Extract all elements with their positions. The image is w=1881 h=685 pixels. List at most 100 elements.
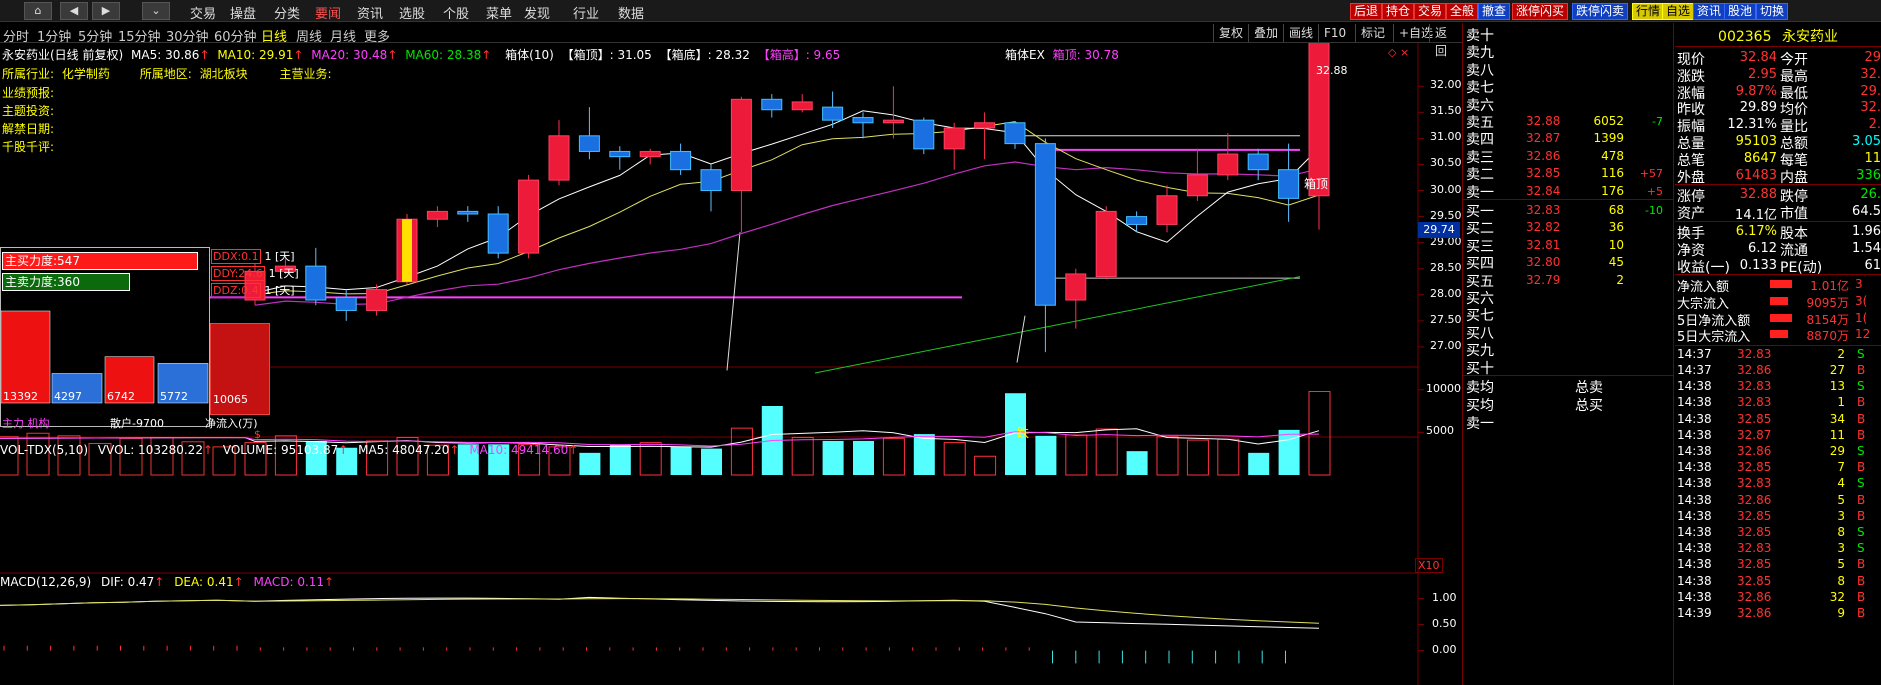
order-book-volume: 1399 [1593,131,1624,146]
quote-label: 换手 [1677,226,1705,242]
chart-button[interactable]: F10 [1318,24,1351,42]
candle[interactable] [244,263,266,306]
period-tab[interactable]: 分时 [3,30,30,45]
ddx-values: DDX:0.1 1 [天] DDY:24.6 1 [天] DDZ:0.4 1 [… [211,248,299,299]
chart-close-icons[interactable]: ◇ × [1388,46,1410,59]
box-indicator-label: 箱体(10) [505,48,554,62]
chart-button[interactable]: 返回 [1429,24,1462,58]
menu-item[interactable]: 交易 [190,7,217,22]
candle[interactable] [548,120,570,186]
volume-bar [913,434,935,475]
candle[interactable] [822,91,844,128]
menu-item[interactable]: 分类 [274,7,301,22]
menu-item[interactable]: 菜单 [486,7,513,22]
period-tab[interactable]: 月线 [330,30,357,45]
candle[interactable] [457,206,479,222]
candle[interactable] [518,174,540,259]
candle[interactable] [791,94,813,113]
toolbar-button[interactable]: 切换 [1756,3,1789,20]
candle[interactable] [578,107,600,160]
volume-axis-label: 5000 [1426,424,1454,438]
back-arrow-icon[interactable]: ◀ [60,2,88,20]
home-icon[interactable]: ⌂ [24,2,52,20]
candle[interactable] [426,206,448,228]
period-tab[interactable]: 5分钟 [78,30,113,45]
toolbar-button[interactable]: 跌停闪卖 [1572,3,1629,20]
candle[interactable] [1065,268,1087,329]
ddx-day: 1 [天] [264,250,295,263]
candle[interactable] [882,86,904,139]
toolbar-button[interactable]: 后退 [1350,3,1383,20]
candle[interactable] [305,247,327,306]
menu-item[interactable]: 资讯 [357,7,384,22]
candle[interactable] [943,122,965,170]
period-tab[interactable]: 周线 [296,30,323,45]
kline-chart[interactable] [0,43,1462,685]
period-tab[interactable]: 30分钟 [166,30,209,45]
toolbar-button[interactable]: 涨停闪买 [1512,3,1569,20]
forward-arrow-icon[interactable]: ▶ [92,2,120,20]
order-book-level-label: 买八 [1466,325,1494,342]
toolbar-button[interactable]: 自选 [1662,3,1695,20]
period-tab[interactable]: 15分钟 [118,30,161,45]
order-book-price: 32.83 [1526,203,1561,217]
candle[interactable] [670,143,692,175]
chart-button[interactable]: 复权 [1213,24,1248,42]
candle[interactable] [761,94,783,118]
candle[interactable] [1004,122,1026,149]
candle[interactable] [1308,43,1330,230]
period-tab[interactable]: 日线 [261,30,288,45]
candle[interactable] [1186,148,1208,201]
quote-label: 涨跌 [1677,68,1705,85]
menu-item[interactable]: 发现 [524,7,551,22]
candle[interactable] [1217,133,1239,181]
toolbar-button[interactable]: 资讯 [1693,3,1726,20]
menu-item[interactable]: 数据 [618,7,645,22]
volume-bar [366,440,389,476]
candle[interactable] [852,112,874,139]
candle[interactable] [1126,211,1148,233]
candle[interactable] [1034,138,1056,353]
menu-item[interactable]: 操盘 [230,7,257,22]
menu-item[interactable]: 要闻 [315,7,342,22]
order-book-change: -7 [1652,115,1663,128]
tick-volume: 11 [1829,427,1845,442]
candle[interactable] [335,289,357,321]
candle[interactable] [366,284,388,316]
menu-item[interactable]: 行业 [573,7,600,22]
candle[interactable] [730,96,752,233]
chart-button[interactable]: 画线 [1283,24,1318,42]
candle[interactable] [913,117,935,155]
period-tab[interactable]: 60分钟 [214,30,257,45]
candle[interactable] [609,146,631,170]
toolbar-button[interactable]: 交易 [1414,3,1447,20]
quote-value: 95103 [1735,134,1777,149]
toolbar-button[interactable]: 行情 [1632,3,1665,20]
chart-button[interactable]: 叠加 [1248,24,1283,42]
candle[interactable] [1278,143,1300,222]
chart-button[interactable]: 标记 [1355,24,1390,42]
toolbar-button[interactable]: 全般 [1446,3,1479,20]
toolbar-button[interactable]: 持仓 [1382,3,1415,20]
volume-bar [670,446,692,475]
volume-bar [457,444,479,475]
tick-side: B [1857,589,1866,604]
candle[interactable] [639,148,661,165]
toolbar-button[interactable]: 股池 [1724,3,1757,20]
volume-bar [426,444,449,476]
menu-item[interactable]: 选股 [399,7,426,22]
candle[interactable] [974,112,996,160]
candle[interactable] [700,164,722,212]
chart-button[interactable]: +自选 [1393,24,1438,42]
toolbar-button[interactable]: 撤查 [1478,3,1511,20]
candle[interactable] [274,258,296,274]
candle[interactable] [1156,185,1178,233]
period-tab[interactable]: 更多 [364,30,391,45]
candle[interactable] [1095,206,1117,280]
candle[interactable] [487,206,509,259]
menu-item[interactable]: 个股 [443,7,470,22]
menu-expand-icon[interactable]: ⌄ [142,2,170,20]
period-tab[interactable]: 1分钟 [37,30,72,45]
candle[interactable] [1247,148,1269,181]
quote-label: 总额 [1780,136,1808,152]
